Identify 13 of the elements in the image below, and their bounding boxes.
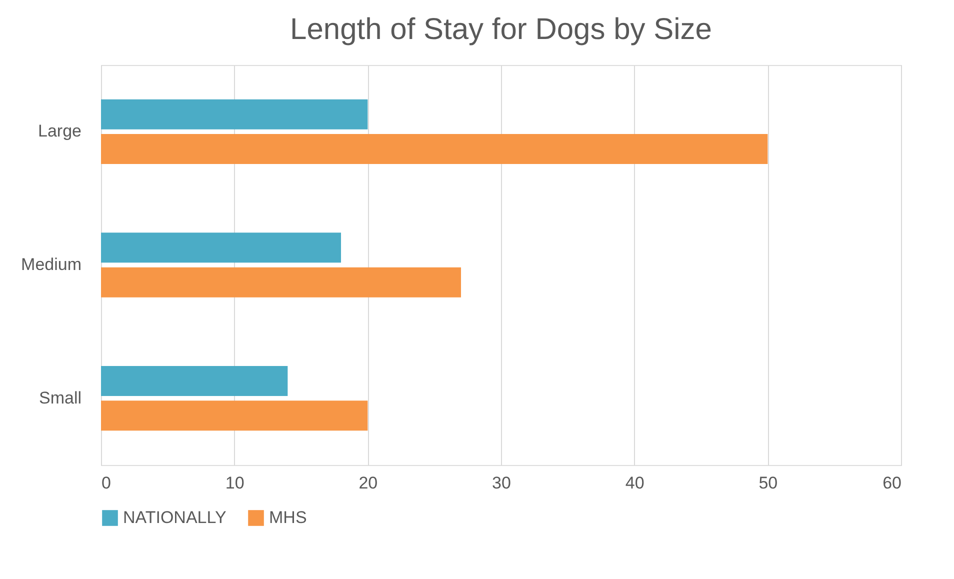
x-tick-label: 40 [625,474,644,492]
y-tick-label: Medium [21,255,82,274]
x-tick-label: 0 [102,474,111,492]
chart-title: Length of Stay for Dogs by Size [290,13,712,46]
legend-label: MHS [269,508,307,527]
x-tick-label: 50 [758,474,778,492]
x-tick-label: 10 [225,474,244,492]
legend-label: NATIONALLY [123,508,226,527]
y-tick-label: Large [38,122,82,141]
x-tick-label: 20 [358,474,378,492]
x-tick-label: 60 [882,474,902,492]
y-tick-label: Small [38,388,82,408]
x-tick-label: 30 [492,474,511,492]
